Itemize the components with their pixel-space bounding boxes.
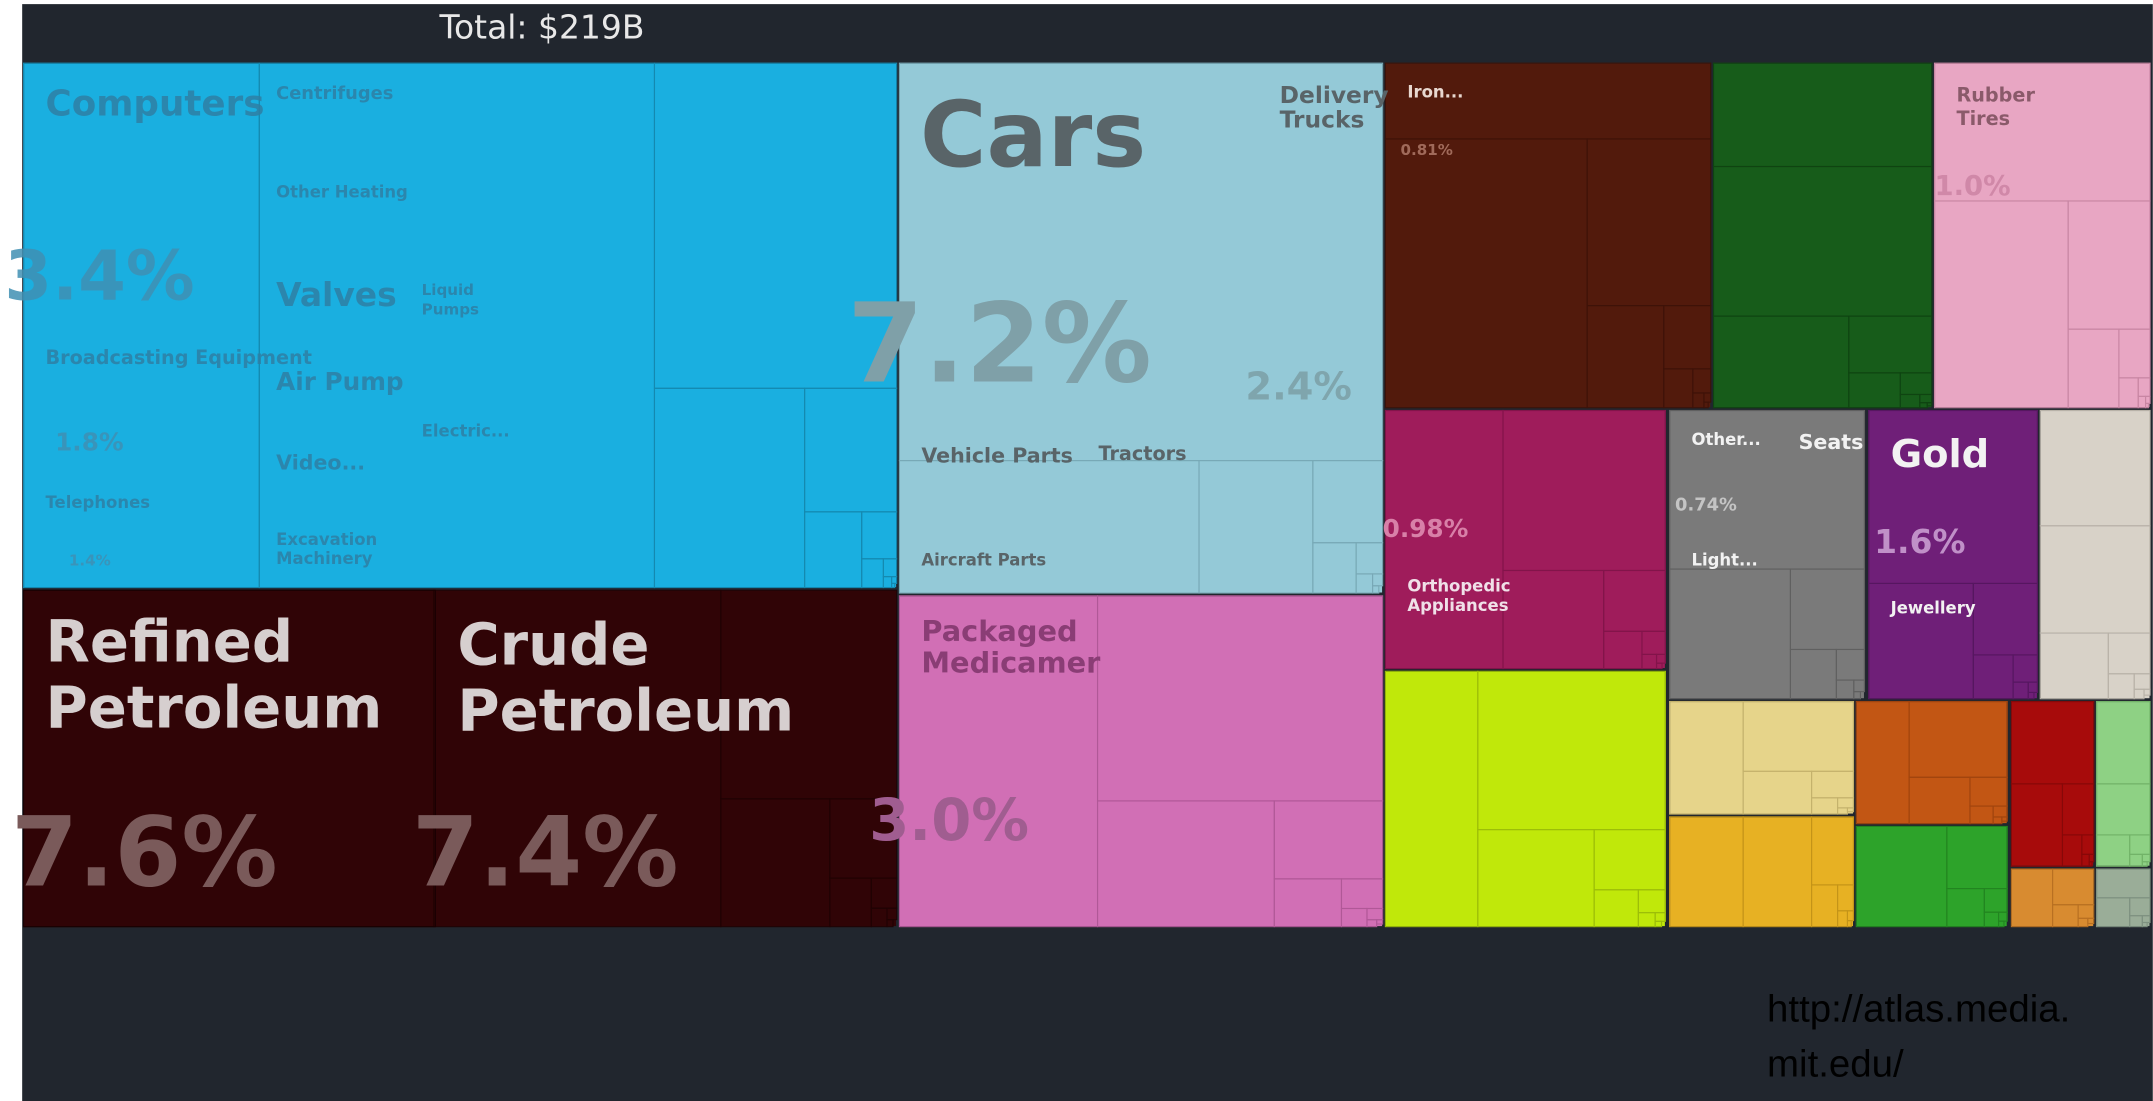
- label-line: Trucks: [1280, 106, 1365, 134]
- source-url: mit.edu/: [1767, 1042, 1904, 1085]
- blocks: [22, 62, 2151, 928]
- label: Electric...: [422, 422, 510, 441]
- tile: [1376, 919, 1384, 925]
- label: Gold: [1891, 432, 1990, 477]
- tile: [2001, 816, 2008, 822]
- label: Broadcasting Equipment: [46, 346, 312, 369]
- label: Liquid Pumps: [422, 281, 479, 318]
- share: 2.4%: [1245, 364, 1352, 409]
- share: 0.74%: [1675, 495, 1737, 516]
- tile: [2141, 921, 2148, 928]
- label-line: Machinery: [276, 549, 373, 568]
- category-block: [1669, 409, 1866, 700]
- tile: [2145, 402, 2149, 409]
- label-line: Packaged: [921, 614, 1077, 648]
- tile: [1655, 662, 1663, 670]
- tile: [1926, 402, 1933, 407]
- share: 3.4%: [4, 236, 194, 316]
- tile: [1846, 807, 1855, 813]
- label-line: Pumps: [422, 300, 479, 318]
- label-line: Delivery: [1280, 81, 1389, 109]
- category-block: [22, 589, 898, 928]
- category-block: [2039, 409, 2151, 700]
- label: Refined Petroleum: [46, 608, 383, 742]
- label-line: Petroleum: [46, 674, 383, 742]
- tile: [886, 919, 894, 928]
- label: Other...: [1692, 430, 1761, 449]
- share: 0.98%: [1383, 514, 1469, 543]
- tile: [2143, 688, 2151, 696]
- label-line: Excavation: [276, 530, 377, 549]
- tile: [1846, 920, 1852, 928]
- label: Valves: [276, 275, 397, 314]
- category-block: [1933, 62, 2151, 409]
- label: Delivery Trucks: [1280, 81, 1389, 134]
- share: 0.81%: [1400, 141, 1452, 159]
- label: Jewellery: [1890, 599, 1976, 618]
- label: Rubber Tires: [1956, 84, 2035, 130]
- share: 1.6%: [1874, 522, 1965, 561]
- tile: [2027, 691, 2035, 700]
- label: Cars: [920, 83, 1146, 188]
- category-block: [1712, 62, 1933, 409]
- label-line: Refined: [46, 608, 294, 676]
- label: Packaged Medicamer: [921, 614, 1101, 680]
- label: Vehicle Parts: [921, 444, 1072, 468]
- label-line: Petroleum: [457, 676, 794, 744]
- label: Other Heating: [276, 183, 408, 202]
- category-block: [1384, 62, 1712, 409]
- label-line: Appliances: [1407, 596, 1508, 615]
- label: Orthopedic Appliances: [1407, 577, 1510, 615]
- label: Telephones: [46, 493, 151, 512]
- share: 7.2%: [847, 280, 1152, 408]
- tile: [1654, 920, 1663, 928]
- tile: [2087, 917, 2095, 925]
- label: Air Pump: [276, 367, 403, 396]
- category-block: [1384, 670, 1666, 928]
- label: Excavation Machinery: [276, 530, 377, 568]
- category-block: [1855, 700, 2008, 825]
- label: Aircraft Parts: [921, 551, 1046, 570]
- share: 7.4%: [412, 796, 678, 908]
- label: Seats: [1799, 430, 1864, 454]
- category-block: [1868, 409, 2039, 700]
- category-block: [1669, 700, 1855, 815]
- label: Iron...: [1407, 82, 1463, 101]
- label: Crude Petroleum: [457, 610, 794, 744]
- label-line: Tires: [1956, 107, 2010, 130]
- category-block: [1669, 816, 1855, 928]
- tile: [1997, 920, 2005, 928]
- tile: [1703, 401, 1709, 409]
- tile: [1853, 691, 1861, 700]
- tile: [891, 582, 896, 589]
- share: 1.4%: [69, 552, 111, 570]
- category-block: [898, 595, 1384, 928]
- category-block: [1384, 409, 1666, 670]
- label: Light...: [1692, 551, 1758, 570]
- category-block: [898, 62, 1384, 594]
- share: 1.0%: [1935, 171, 2011, 202]
- label-line: Crude: [457, 610, 649, 678]
- category-block: [22, 62, 898, 589]
- label-line: Liquid: [422, 281, 474, 299]
- tile: [22, 589, 436, 928]
- share: 7.6%: [11, 796, 277, 908]
- label-line: Rubber: [1956, 84, 2035, 107]
- tile: [2088, 861, 2093, 867]
- share: 1.8%: [55, 427, 124, 456]
- total: Total: $219B: [439, 7, 645, 46]
- label: Computers: [46, 83, 265, 124]
- label-line: Medicamer: [921, 646, 1101, 680]
- labels: Total: $219B Computers Centrifuges Other…: [4, 7, 2070, 1085]
- label-line: Orthopedic: [1407, 577, 1510, 596]
- tile: [2141, 861, 2148, 867]
- label: Centrifuges: [276, 83, 393, 104]
- share: 3.0%: [869, 786, 1029, 854]
- source-url: http://atlas.media.: [1767, 987, 2070, 1030]
- label: Tractors: [1098, 442, 1186, 465]
- label: Video...: [276, 451, 365, 475]
- tile: [1372, 585, 1380, 594]
